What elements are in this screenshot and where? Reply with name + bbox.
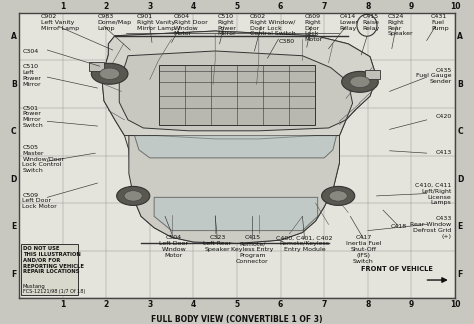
- Text: C501
Power
Mirror
Switch: C501 Power Mirror Switch: [22, 106, 43, 128]
- Text: FULL BODY VIEW (CONVERTIBLE 1 OF 3): FULL BODY VIEW (CONVERTIBLE 1 OF 3): [151, 315, 323, 324]
- Text: 7: 7: [321, 2, 327, 11]
- Polygon shape: [102, 31, 376, 142]
- Text: C417
Inertia Fuel
Shut-Off
(IFS)
Switch: C417 Inertia Fuel Shut-Off (IFS) Switch: [346, 235, 381, 263]
- Text: 9: 9: [409, 2, 414, 11]
- Text: 7: 7: [321, 300, 327, 309]
- Text: C414
Lower
Relay: C414 Lower Relay: [339, 14, 358, 30]
- Text: 4: 4: [191, 2, 196, 11]
- Text: E: E: [458, 222, 463, 231]
- FancyBboxPatch shape: [365, 70, 380, 79]
- Ellipse shape: [342, 71, 378, 92]
- Text: 5: 5: [235, 2, 239, 11]
- Text: D: D: [10, 175, 17, 184]
- Text: C: C: [11, 127, 17, 136]
- Ellipse shape: [100, 68, 120, 79]
- Text: C431
Fuel
Pump: C431 Fuel Pump: [431, 14, 449, 30]
- Text: 6: 6: [278, 2, 283, 11]
- Text: C609
Right
Door
Lock
Motor: C609 Right Door Lock Motor: [305, 14, 323, 42]
- FancyBboxPatch shape: [21, 244, 78, 295]
- Polygon shape: [102, 31, 376, 243]
- Text: C510
Left
Power
Mirror: C510 Left Power Mirror: [22, 64, 41, 87]
- Polygon shape: [129, 135, 339, 243]
- Polygon shape: [119, 51, 353, 131]
- Text: C902
Left Vanity
Mirror Lamp: C902 Left Vanity Mirror Lamp: [41, 14, 79, 30]
- Text: C505
Master
Window/Door
Lock Control
Switch: C505 Master Window/Door Lock Control Swi…: [22, 145, 64, 173]
- Text: 3: 3: [147, 300, 153, 309]
- Polygon shape: [135, 135, 337, 158]
- Text: C435
Fuel Gauge
Sender: C435 Fuel Gauge Sender: [416, 68, 452, 84]
- Text: FRONT OF VEHICLE: FRONT OF VEHICLE: [361, 266, 433, 272]
- Text: A: A: [11, 32, 17, 41]
- Text: C380: C380: [278, 39, 294, 44]
- Text: 2: 2: [103, 2, 109, 11]
- Text: C304: C304: [22, 49, 39, 53]
- Text: 1: 1: [60, 2, 65, 11]
- Text: C410, C411
Left/Right
License
Lamps: C410, C411 Left/Right License Lamps: [415, 183, 452, 205]
- Text: F: F: [458, 270, 463, 279]
- Ellipse shape: [350, 76, 370, 87]
- Text: C504
Left Door
Window
Motor: C504 Left Door Window Motor: [159, 235, 188, 258]
- Text: FCS-12121/98 (1/7 Of 18): FCS-12121/98 (1/7 Of 18): [23, 289, 85, 294]
- FancyBboxPatch shape: [89, 62, 104, 71]
- Text: C324
Right
Rear
Speaker: C324 Right Rear Speaker: [387, 14, 413, 36]
- Text: 6: 6: [278, 300, 283, 309]
- Text: C415
Remote/
Keyless Entry
Program
Connector: C415 Remote/ Keyless Entry Program Conne…: [231, 235, 273, 263]
- Text: 2: 2: [103, 300, 109, 309]
- Text: 4: 4: [191, 300, 196, 309]
- Text: B: B: [11, 80, 17, 89]
- Text: C413: C413: [435, 150, 452, 155]
- Text: C901
Right Vanity
Mirror Lamp: C901 Right Vanity Mirror Lamp: [137, 14, 175, 30]
- Text: 8: 8: [365, 2, 371, 11]
- Text: C602
Right Window/
Door Lock
Control Switch: C602 Right Window/ Door Lock Control Swi…: [250, 14, 296, 36]
- Text: C509
Left Door
Lock Motor: C509 Left Door Lock Motor: [22, 192, 57, 209]
- Text: C415
Raise
Relay: C415 Raise Relay: [363, 14, 380, 30]
- Text: 8: 8: [365, 300, 371, 309]
- Polygon shape: [154, 197, 318, 231]
- Text: C418: C418: [390, 225, 406, 229]
- Text: C400, C401, C402
Remote/Keyless
Entry Module: C400, C401, C402 Remote/Keyless Entry Mo…: [276, 235, 333, 252]
- Ellipse shape: [124, 191, 142, 201]
- Text: F: F: [11, 270, 16, 279]
- Text: C510
Right
Power
Mirror: C510 Right Power Mirror: [218, 14, 236, 36]
- Text: C323
Left Rear
Speaker: C323 Left Rear Speaker: [203, 235, 231, 252]
- Text: C433
Rear Window
Defrost Grid
(+): C433 Rear Window Defrost Grid (+): [410, 216, 452, 239]
- Ellipse shape: [329, 191, 347, 201]
- Text: 3: 3: [147, 2, 153, 11]
- Text: 9: 9: [409, 300, 414, 309]
- Ellipse shape: [321, 186, 355, 205]
- Text: 10: 10: [450, 300, 460, 309]
- Text: Mustang: Mustang: [23, 284, 46, 289]
- Text: 5: 5: [235, 300, 239, 309]
- Ellipse shape: [91, 63, 128, 84]
- Ellipse shape: [117, 186, 150, 205]
- Text: C983
Dome/Map
Lamp: C983 Dome/Map Lamp: [98, 14, 132, 30]
- Text: C604
Right Door
Window
Motor: C604 Right Door Window Motor: [174, 14, 208, 36]
- Text: C420: C420: [435, 114, 452, 119]
- Text: E: E: [11, 222, 16, 231]
- Text: D: D: [457, 175, 464, 184]
- Text: C: C: [457, 127, 463, 136]
- Polygon shape: [158, 65, 316, 125]
- Text: DO NOT USE
THIS ILLUSTRATION
AND/OR FOR
REPORTING VEHICLE
REPAIR LOCATIONS: DO NOT USE THIS ILLUSTRATION AND/OR FOR …: [23, 246, 84, 274]
- Text: 1: 1: [60, 300, 65, 309]
- Text: A: A: [457, 32, 463, 41]
- Text: 10: 10: [450, 2, 460, 11]
- Text: B: B: [457, 80, 463, 89]
